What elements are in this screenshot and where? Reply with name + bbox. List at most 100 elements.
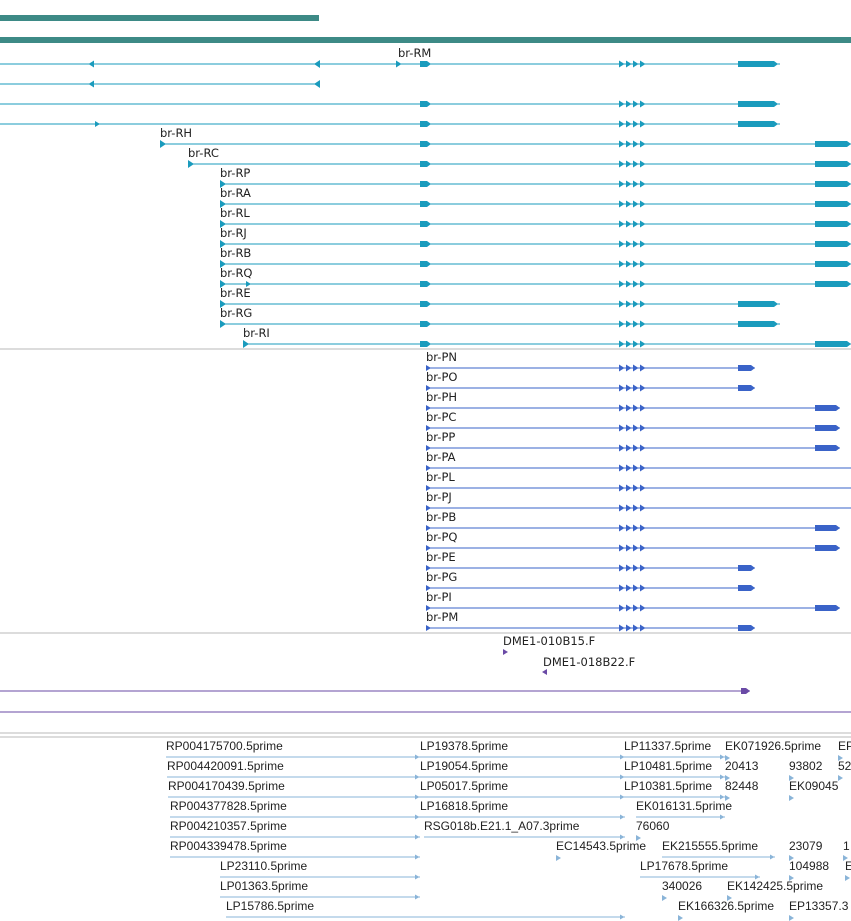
transcript-r-label[interactable]: br-RP [220, 166, 250, 180]
est-label[interactable]: 340026 [662, 879, 702, 893]
est-label[interactable]: EK142425.5prime [727, 879, 823, 893]
est-label[interactable]: RP004170439.5prime [168, 779, 285, 793]
transcript-p-label[interactable]: br-PE [426, 550, 456, 564]
exon [420, 181, 431, 187]
est-label[interactable]: 76060 [636, 819, 670, 833]
est-arrow [755, 874, 760, 880]
est-label[interactable]: E [845, 859, 851, 873]
transcript-p-label[interactable]: br-PO [426, 370, 457, 384]
est-label[interactable]: LP19054.5prime [420, 759, 508, 773]
exon [640, 604, 646, 612]
exon [626, 220, 632, 228]
transcript-r-label[interactable]: br-RM [398, 46, 431, 60]
transcript-p-label[interactable]: br-PM [426, 610, 458, 624]
est-label[interactable]: LP16818.5prime [420, 799, 508, 813]
est-label[interactable]: LP01363.5prime [220, 879, 308, 893]
est-label[interactable]: 20413 [725, 759, 759, 773]
exon [640, 100, 646, 108]
est-label[interactable]: LP10481.5prime [624, 759, 712, 773]
exon [633, 60, 639, 68]
est-arrow [678, 915, 683, 921]
transcript-r-label[interactable]: br-RL [220, 206, 250, 220]
exon [815, 161, 851, 167]
exon [619, 320, 625, 328]
est-label[interactable]: EK071926.5prime [725, 739, 821, 753]
est-label[interactable]: LP10381.5prime [624, 779, 712, 793]
clone-label[interactable]: DME1-010B15.F [503, 634, 595, 648]
est-label[interactable]: 82448 [725, 779, 759, 793]
est-label[interactable]: 52 [838, 759, 851, 773]
exon [619, 524, 625, 532]
transcript-p-label[interactable]: br-PH [426, 390, 457, 404]
transcript-r-label[interactable]: br-RJ [220, 226, 247, 240]
est-arrow [843, 855, 848, 861]
est-label[interactable]: RP004339478.5prime [170, 839, 287, 853]
exon [815, 341, 851, 347]
est-label[interactable]: LP19378.5prime [420, 739, 508, 753]
est-label[interactable]: LP05017.5prime [420, 779, 508, 793]
exon [626, 584, 632, 592]
est-label[interactable]: EK09045 [789, 779, 839, 793]
transcript-r-label[interactable]: br-RH [160, 126, 192, 140]
exon [633, 604, 639, 612]
transcript-p-label[interactable]: br-PL [426, 470, 455, 484]
est-label[interactable]: EP [838, 739, 851, 753]
transcript-r-label[interactable]: br-RQ [220, 266, 252, 280]
est-label[interactable]: LP15786.5prime [226, 899, 314, 913]
exon [626, 200, 632, 208]
exon [640, 180, 646, 188]
transcript-p-row [426, 545, 431, 551]
est-arrow [725, 775, 730, 781]
transcript-r-label[interactable]: br-RA [220, 186, 251, 200]
transcript-r-label[interactable]: br-RB [220, 246, 251, 260]
transcript-p-label[interactable]: br-PG [426, 570, 457, 584]
exon [633, 200, 639, 208]
exon [640, 120, 646, 128]
transcript-p-label[interactable]: br-PQ [426, 530, 457, 544]
transcript-p-label[interactable]: br-PJ [426, 490, 452, 504]
transcript-p-label[interactable]: br-PP [426, 430, 455, 444]
transcript-r-label[interactable]: br-RC [188, 146, 219, 160]
est-label[interactable]: 93802 [789, 759, 823, 773]
clone-label[interactable]: DME1-018B22.F [543, 655, 635, 669]
est-label[interactable]: EK016131.5prime [636, 799, 732, 813]
exon [619, 100, 625, 108]
exon [619, 140, 625, 148]
transcript-p-label[interactable]: br-PB [426, 510, 456, 524]
est-label[interactable]: EC14543.5prime [556, 839, 646, 853]
exon [815, 201, 851, 207]
exon [738, 365, 755, 371]
transcript-r-label[interactable]: br-RE [220, 286, 251, 300]
exon [633, 140, 639, 148]
clone-end [741, 688, 750, 694]
est-label[interactable]: EP13357.3 [789, 899, 849, 913]
exon [420, 341, 431, 347]
est-label[interactable]: RSG018b.E21.1_A07.3prime [424, 819, 580, 833]
est-label[interactable]: RP004420091.5prime [167, 759, 284, 773]
transcript-p-label[interactable]: br-PI [426, 590, 452, 604]
transcript-r-row [160, 140, 166, 148]
est-label[interactable]: RP004377828.5prime [170, 799, 287, 813]
transcript-p-label[interactable]: br-PN [426, 350, 457, 364]
est-label[interactable]: RP004175700.5prime [166, 739, 283, 753]
est-label[interactable]: EK166326.5prime [678, 899, 774, 913]
transcript-r-label[interactable]: br-RI [243, 326, 270, 340]
exon [738, 321, 778, 327]
est-label[interactable]: LP11337.5prime [624, 739, 711, 753]
exon [619, 544, 625, 552]
exon [619, 384, 625, 392]
transcript-p-row [426, 365, 431, 371]
est-label[interactable]: LP17678.5prime [640, 859, 728, 873]
est-arrow [620, 774, 625, 780]
est-label[interactable]: 104988 [789, 859, 829, 873]
est-label[interactable]: EK215555.5prime [662, 839, 758, 853]
transcript-p-label[interactable]: br-PA [426, 450, 456, 464]
transcript-p-label[interactable]: br-PC [426, 410, 456, 424]
exon [633, 504, 639, 512]
est-label[interactable]: 23079 [789, 839, 823, 853]
est-label[interactable]: RP004210357.5prime [170, 819, 287, 833]
est-label[interactable]: LP23110.5prime [220, 859, 307, 873]
est-label[interactable]: 1 [843, 839, 850, 853]
transcript-r-label[interactable]: br-RG [220, 306, 252, 320]
exon [640, 524, 646, 532]
